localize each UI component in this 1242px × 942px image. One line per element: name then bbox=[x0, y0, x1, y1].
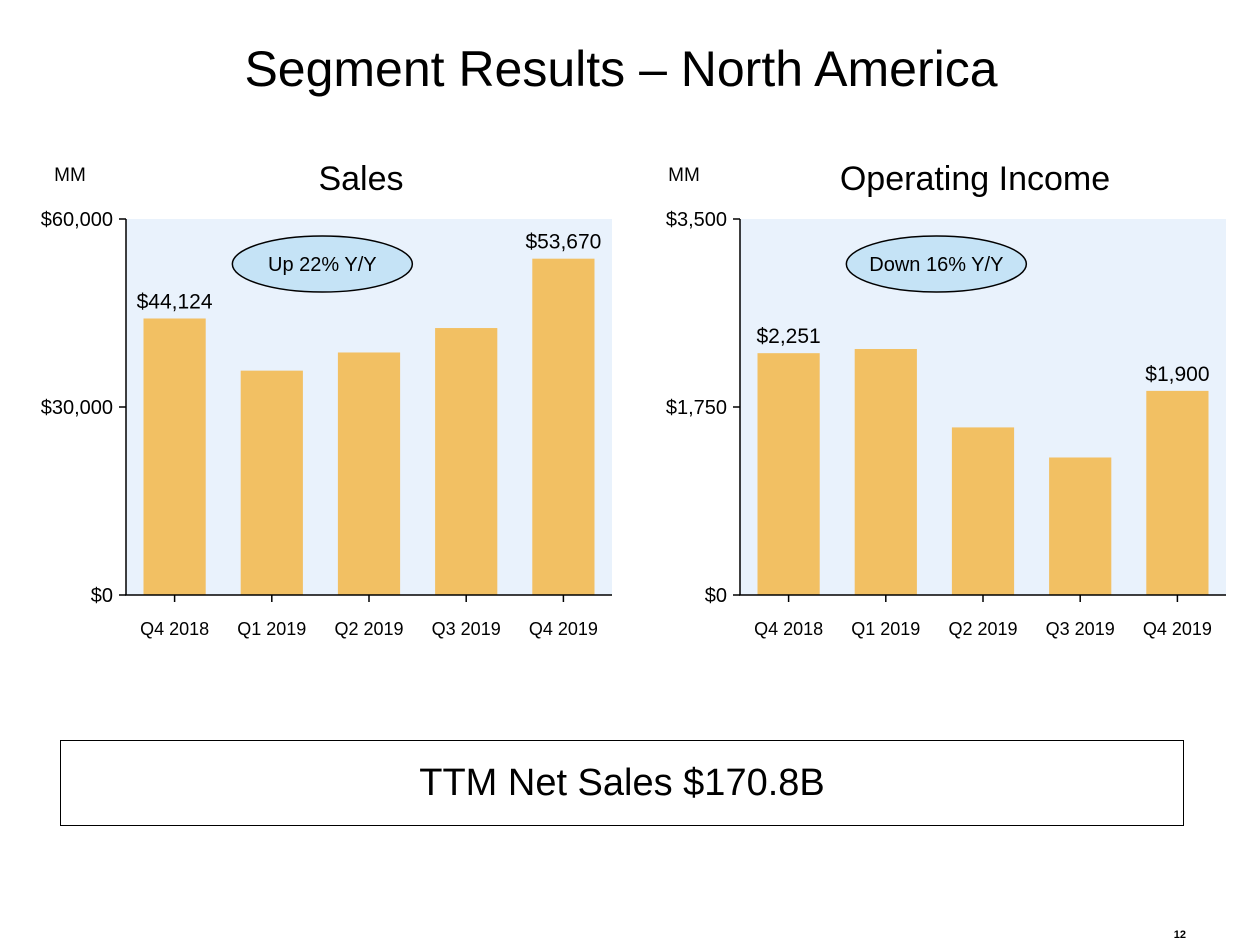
bar-q1-2019 bbox=[854, 348, 917, 595]
bar-q4-2018 bbox=[143, 318, 206, 595]
callout-text: Up 22% Y/Y bbox=[268, 254, 377, 276]
operating-income-chart: MM Operating Income $2,251 $1,900 $0 $1,750 $3… bbox=[634, 150, 1234, 650]
bar-q1-2019 bbox=[240, 370, 303, 595]
x-tick-label: Q2 2019 bbox=[334, 619, 403, 639]
x-tick-label: Q3 2019 bbox=[432, 619, 501, 639]
y-tick-label: $30,000 bbox=[41, 397, 113, 419]
data-label: $1,900 bbox=[1145, 363, 1209, 386]
x-tick-label: Q1 2019 bbox=[851, 619, 920, 639]
chart-title: Operating Income bbox=[840, 160, 1110, 198]
chart-svg: MM Sales $44,124 $53,670 $0 $30,000 $60,000 Q4 … bbox=[41, 160, 612, 639]
bar-q4-2019 bbox=[532, 258, 595, 595]
sales-chart: MM Sales $44,124 $53,670 $0 $30,000 $60,000 Q4 … bbox=[20, 150, 620, 650]
y-tick-label: $60,000 bbox=[41, 209, 113, 231]
x-tick-label: Q4 2019 bbox=[1143, 619, 1212, 639]
bar-q3-2019 bbox=[1049, 457, 1112, 595]
unit-label: MM bbox=[54, 165, 86, 186]
slide-title: Segment Results – North America bbox=[244, 41, 998, 97]
callout-text: Down 16% Y/Y bbox=[869, 254, 1003, 276]
x-tick-label: Q4 2019 bbox=[529, 619, 598, 639]
x-tick-label: Q2 2019 bbox=[948, 619, 1017, 639]
callout-bubble bbox=[231, 235, 414, 293]
y-tick-label: $0 bbox=[705, 585, 727, 607]
x-tick-label: Q4 2018 bbox=[754, 619, 823, 639]
callout-bubble bbox=[845, 235, 1028, 293]
ttm-summary-text: TTM Net Sales $170.8B bbox=[419, 761, 825, 804]
y-tick-label: $3,500 bbox=[666, 209, 727, 231]
bar-q4-2018 bbox=[757, 353, 820, 595]
x-tick-label: Q3 2019 bbox=[1046, 619, 1115, 639]
data-label: $53,670 bbox=[525, 231, 601, 254]
x-tick-label: Q1 2019 bbox=[237, 619, 306, 639]
y-tick-label: $0 bbox=[91, 585, 113, 607]
y-tick-label: $1,750 bbox=[666, 397, 727, 419]
bar-q2-2019 bbox=[337, 352, 401, 595]
bar-q4-2019 bbox=[1146, 390, 1209, 595]
chart-title: Sales bbox=[318, 160, 403, 198]
bar-q2-2019 bbox=[951, 427, 1015, 595]
unit-label: MM bbox=[668, 165, 700, 186]
data-label: $44,124 bbox=[137, 290, 213, 313]
bar-q3-2019 bbox=[435, 328, 498, 595]
page-number: 12 bbox=[1173, 929, 1186, 941]
data-label: $2,251 bbox=[756, 325, 820, 348]
x-tick-label: Q4 2018 bbox=[140, 619, 209, 639]
chart-svg: MM Operating Income $2,251 $1,900 $0 $1,750 $3… bbox=[666, 160, 1226, 639]
ttm-summary-box: TTM Net Sales $170.8B bbox=[60, 740, 1184, 826]
